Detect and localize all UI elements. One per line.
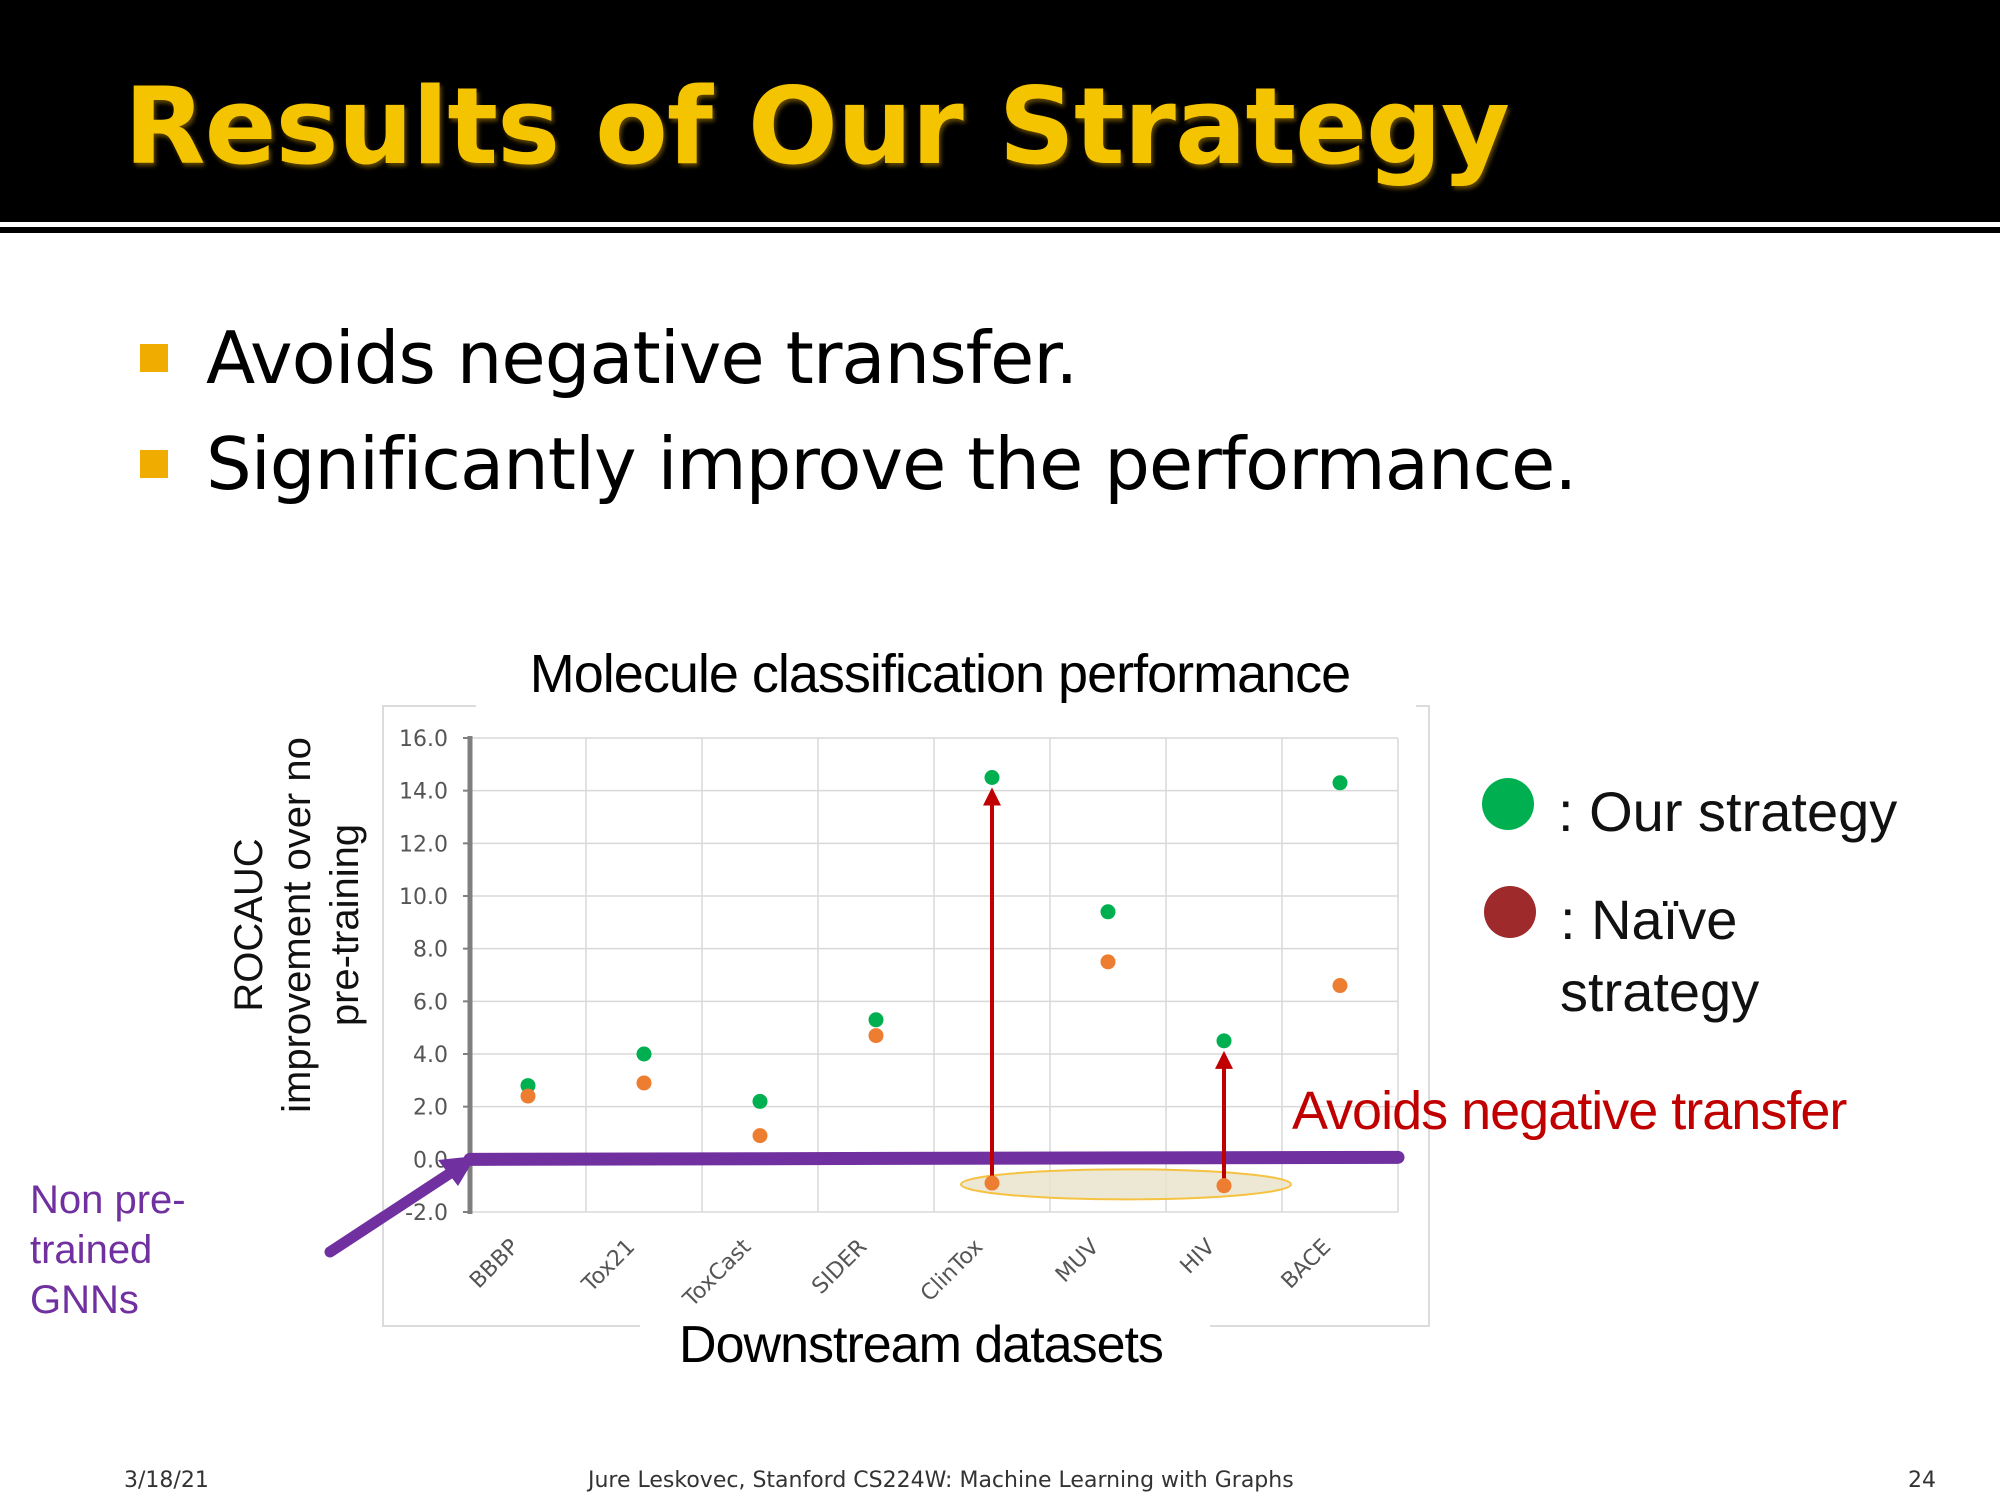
bullet-2: Significantly improve the performance. <box>140 414 1577 514</box>
baseline-pointer-arrowhead-icon <box>438 1156 476 1186</box>
footer-date: 3/18/21 <box>124 1468 209 1493</box>
point-our-strategy <box>752 1093 768 1109</box>
y-tick-label: 10.0 <box>399 885 448 910</box>
bullet-1: Avoids negative transfer. <box>140 308 1078 408</box>
improvement-arrowhead-icon <box>1215 1050 1233 1069</box>
x-tick-label: BBBP <box>465 1235 524 1294</box>
slide-title: Results of Our Strategy <box>124 65 1510 188</box>
point-our-strategy <box>1332 775 1348 791</box>
point-naive-strategy <box>984 1175 1000 1191</box>
x-tick-label: HIV <box>1176 1235 1221 1280</box>
point-our-strategy <box>984 770 1000 785</box>
x-tick-label: ClinTox <box>916 1235 988 1307</box>
x-tick-label: ToxCast <box>678 1234 756 1312</box>
bullet-text: Avoids negative transfer. <box>206 316 1078 400</box>
footer-credit: Jure Leskovec, Stanford CS224W: Machine … <box>588 1468 1294 1493</box>
x-axis-label: Downstream datasets <box>679 1316 1163 1374</box>
point-our-strategy <box>520 1078 536 1094</box>
point-naive-strategy <box>1216 1178 1232 1194</box>
y-tick-label: 6.0 <box>413 990 448 1015</box>
x-tick-label: BACE <box>1277 1235 1336 1294</box>
baseline-line <box>463 1150 1405 1166</box>
annotation-non-pretrained: Non pre-trained GNNs <box>30 1178 186 1322</box>
x-tick-label: MUV <box>1051 1235 1104 1288</box>
footer-page: 24 <box>1908 1468 1936 1493</box>
y-axis-label: ROCAUC improvement over no pre-training <box>227 737 367 1113</box>
y-tick-label: 8.0 <box>413 938 448 963</box>
point-naive-strategy <box>868 1028 884 1044</box>
annotation-avoids-negative-transfer: Avoids negative transfer <box>1292 1081 1847 1141</box>
bullet-square-icon <box>140 344 168 372</box>
x-tick-label: SIDER <box>807 1235 872 1300</box>
legend-item-our: : Our strategy <box>1482 776 1918 848</box>
point-our-strategy <box>1216 1033 1232 1049</box>
improvement-arrowhead-icon <box>983 787 1001 806</box>
y-tick-label: 12.0 <box>399 832 448 857</box>
point-naive-strategy <box>636 1075 652 1091</box>
xlabel-bg <box>640 1310 1210 1380</box>
legend-item-naive: : Naïve strategy <box>1484 884 1810 1028</box>
header-rule <box>0 227 2000 233</box>
legend-label-naive: : Naïve strategy <box>1560 888 1760 1023</box>
point-naive-strategy <box>1332 978 1348 994</box>
x-tick-label: Tox21 <box>577 1235 640 1298</box>
red-dot-icon <box>1484 886 1536 938</box>
point-naive-strategy <box>1100 954 1116 970</box>
point-our-strategy <box>1100 904 1116 920</box>
green-dot-icon <box>1482 778 1534 830</box>
chart-title-bg <box>476 640 1416 710</box>
baseline-pointer-arrow <box>324 1164 461 1258</box>
y-tick-label: -2.0 <box>405 1201 448 1226</box>
legend-label-our: : Our strategy <box>1558 780 1898 843</box>
y-tick-label: 16.0 <box>399 727 448 752</box>
chart-title: Molecule classification performance <box>530 644 1350 704</box>
point-naive-strategy <box>520 1088 536 1104</box>
header-bar <box>0 0 2000 222</box>
bullet-square-icon <box>140 450 168 478</box>
negative-transfer-highlight <box>960 1168 1292 1201</box>
bullet-text: Significantly improve the performance. <box>206 422 1577 506</box>
point-our-strategy <box>636 1046 652 1062</box>
point-our-strategy <box>868 1012 884 1028</box>
point-naive-strategy <box>752 1128 768 1144</box>
y-tick-label: 4.0 <box>413 1043 448 1068</box>
y-tick-label: 14.0 <box>399 780 448 805</box>
y-tick-label: 2.0 <box>413 1096 448 1121</box>
